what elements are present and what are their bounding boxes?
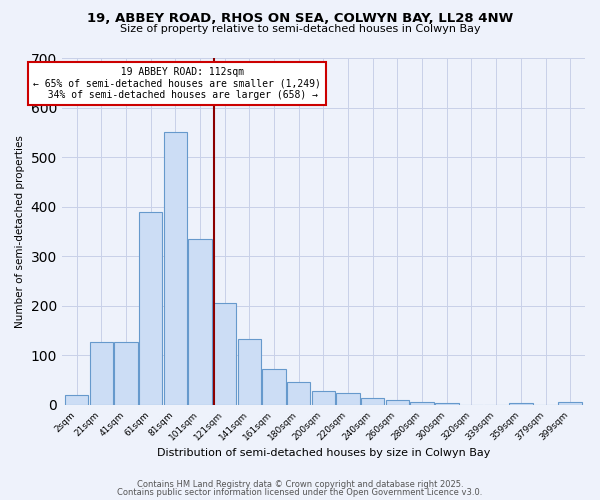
Bar: [89, 342, 113, 405]
Text: 19 ABBEY ROAD: 112sqm
← 65% of semi-detached houses are smaller (1,249)
  34% of: 19 ABBEY ROAD: 112sqm ← 65% of semi-deta…: [33, 66, 321, 100]
Bar: [262, 369, 286, 405]
Bar: [559, 402, 582, 405]
Text: Size of property relative to semi-detached houses in Colwyn Bay: Size of property relative to semi-detach…: [119, 24, 481, 34]
Bar: [164, 132, 187, 405]
Text: Contains HM Land Registry data © Crown copyright and database right 2025.: Contains HM Land Registry data © Crown c…: [137, 480, 463, 489]
X-axis label: Distribution of semi-detached houses by size in Colwyn Bay: Distribution of semi-detached houses by …: [157, 448, 490, 458]
Bar: [410, 402, 434, 405]
Bar: [311, 391, 335, 405]
Bar: [509, 403, 533, 405]
Bar: [238, 339, 261, 405]
Bar: [65, 395, 88, 405]
Bar: [435, 402, 458, 405]
Bar: [213, 304, 236, 405]
Bar: [139, 212, 163, 405]
Text: 19, ABBEY ROAD, RHOS ON SEA, COLWYN BAY, LL28 4NW: 19, ABBEY ROAD, RHOS ON SEA, COLWYN BAY,…: [87, 12, 513, 26]
Bar: [386, 400, 409, 405]
Bar: [361, 398, 385, 405]
Bar: [337, 392, 360, 405]
Y-axis label: Number of semi-detached properties: Number of semi-detached properties: [15, 135, 25, 328]
Bar: [114, 342, 137, 405]
Bar: [287, 382, 310, 405]
Text: Contains public sector information licensed under the Open Government Licence v3: Contains public sector information licen…: [118, 488, 482, 497]
Bar: [188, 239, 212, 405]
